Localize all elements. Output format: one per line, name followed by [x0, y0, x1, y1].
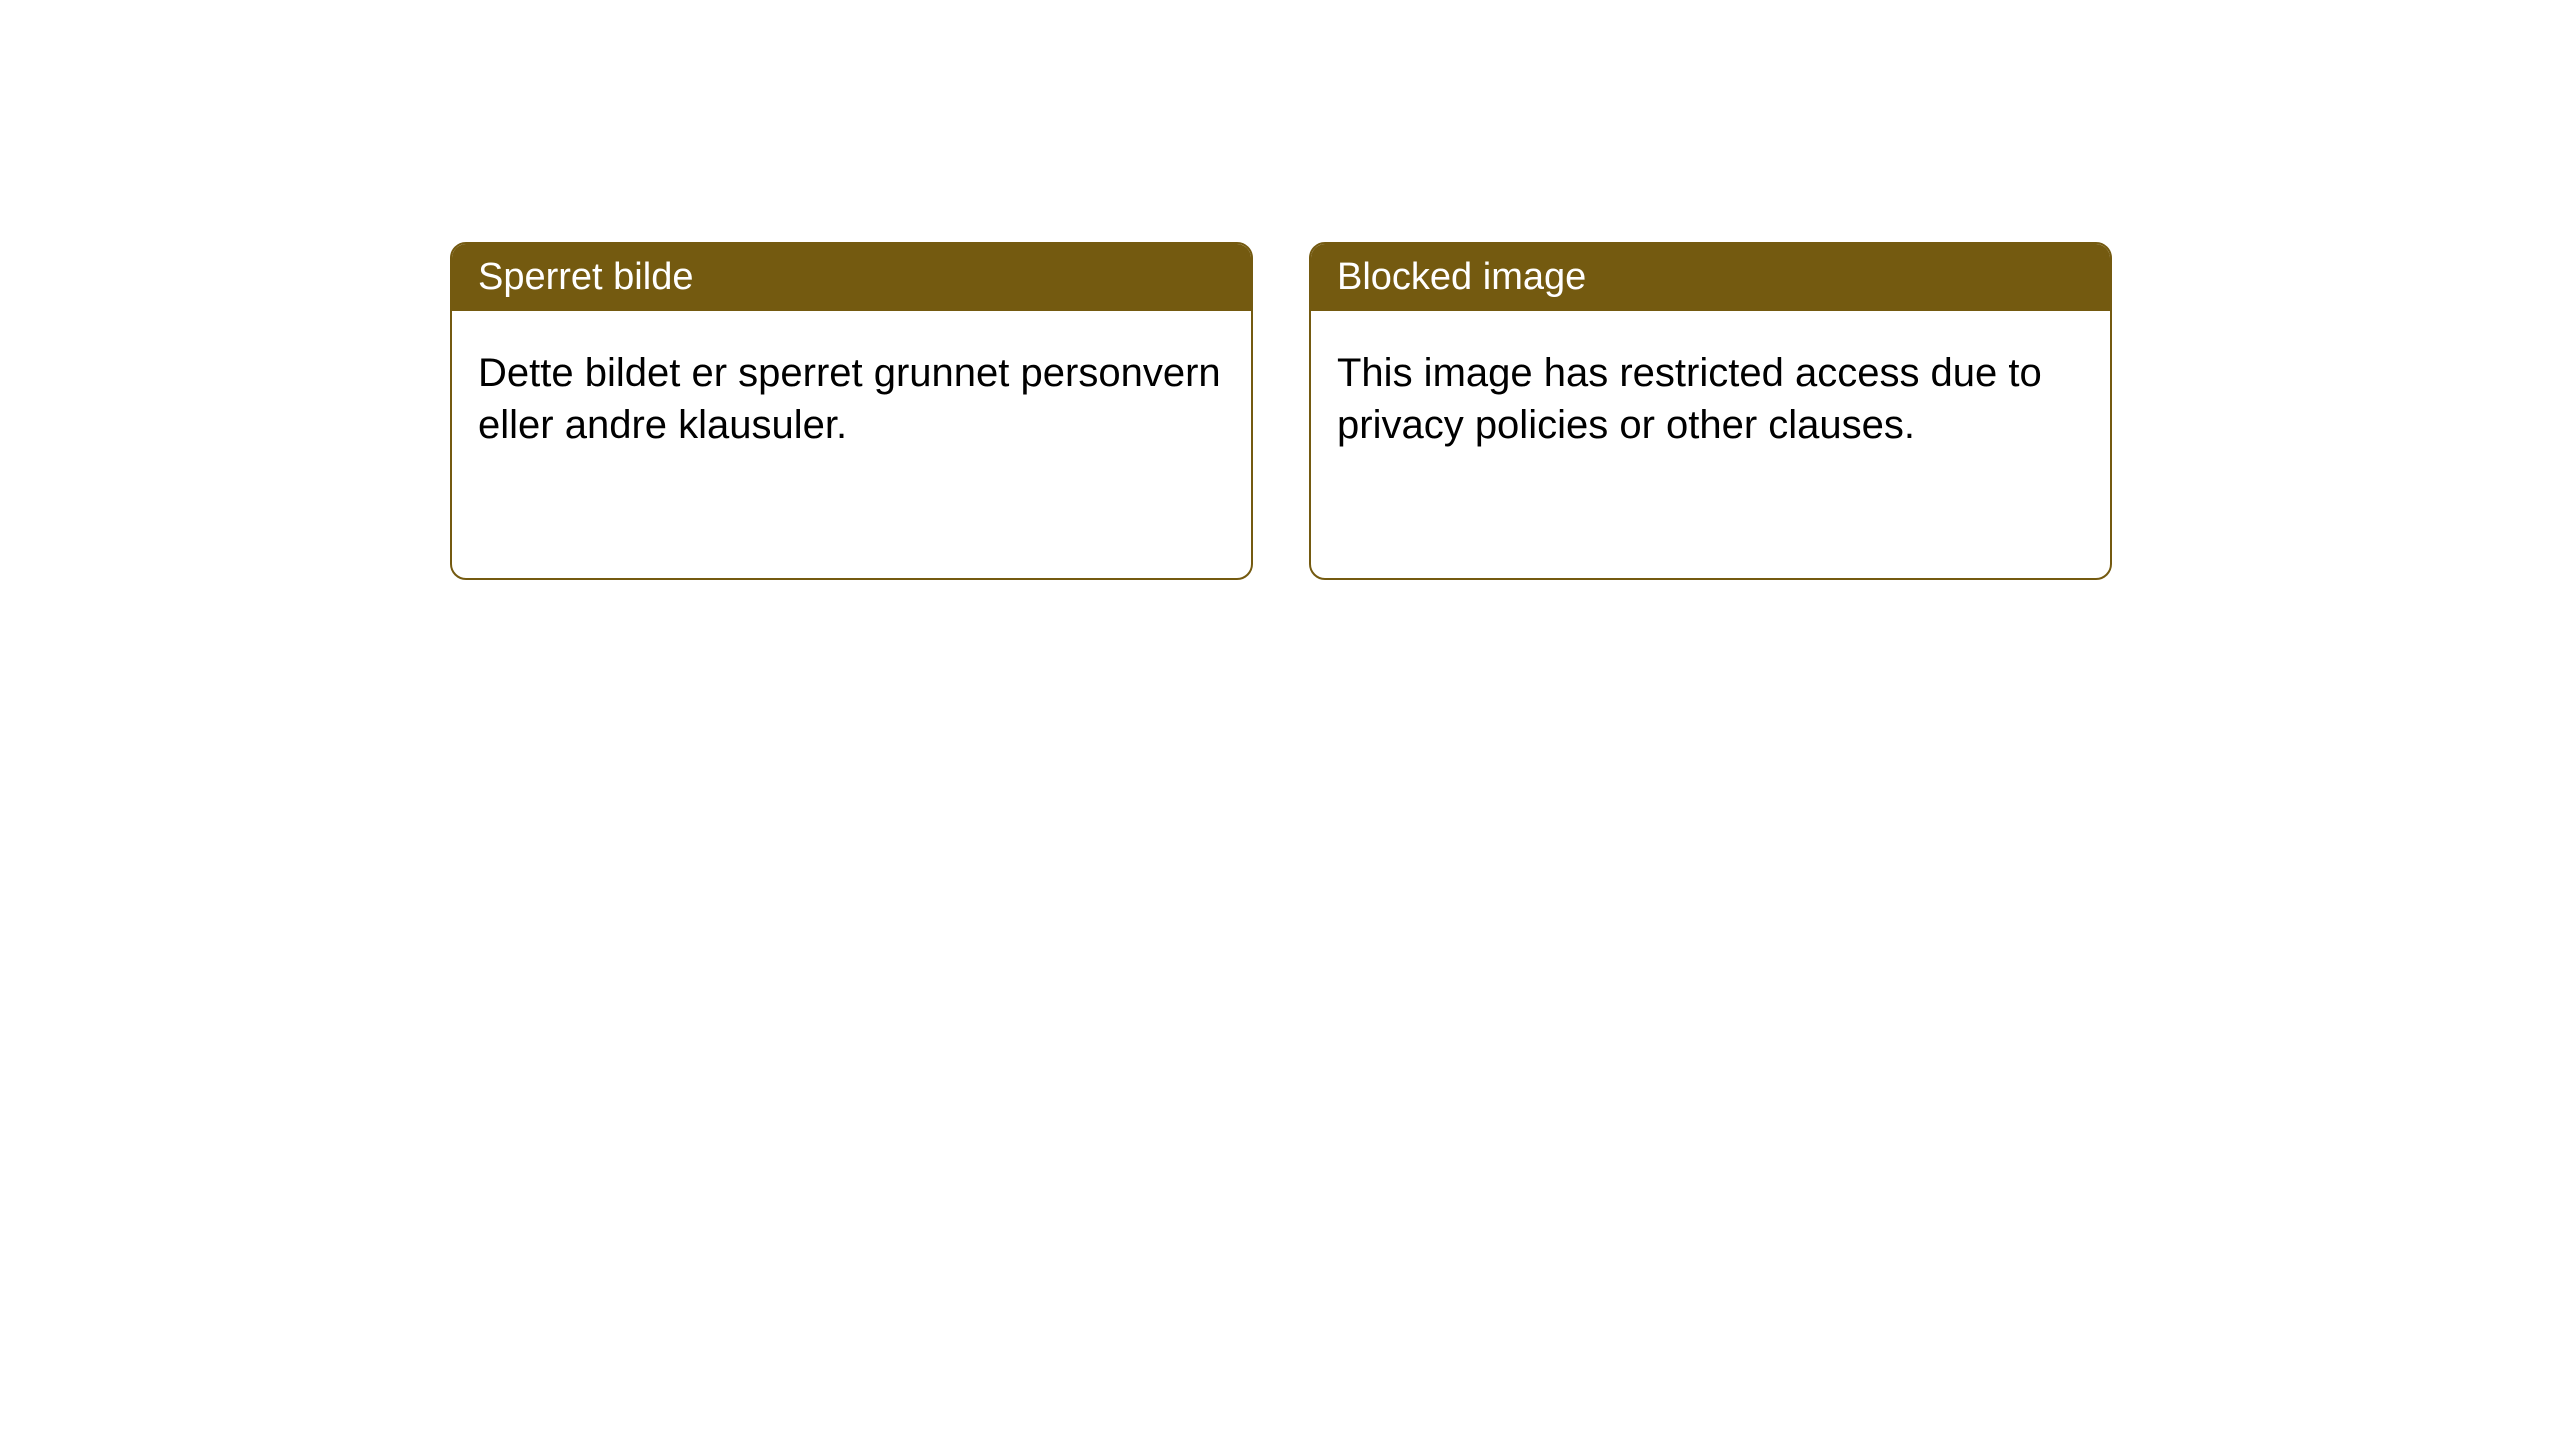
card-body-text: This image has restricted access due to … — [1337, 351, 2042, 447]
notice-card-english: Blocked image This image has restricted … — [1309, 242, 2112, 580]
card-body: Dette bildet er sperret grunnet personve… — [452, 311, 1251, 487]
card-body-text: Dette bildet er sperret grunnet personve… — [478, 351, 1221, 447]
card-title: Blocked image — [1337, 256, 1586, 298]
card-header: Blocked image — [1311, 244, 2110, 311]
card-header: Sperret bilde — [452, 244, 1251, 311]
notice-card-norwegian: Sperret bilde Dette bildet er sperret gr… — [450, 242, 1253, 580]
card-body: This image has restricted access due to … — [1311, 311, 2110, 487]
card-title: Sperret bilde — [478, 256, 693, 298]
notice-cards-container: Sperret bilde Dette bildet er sperret gr… — [0, 0, 2560, 580]
